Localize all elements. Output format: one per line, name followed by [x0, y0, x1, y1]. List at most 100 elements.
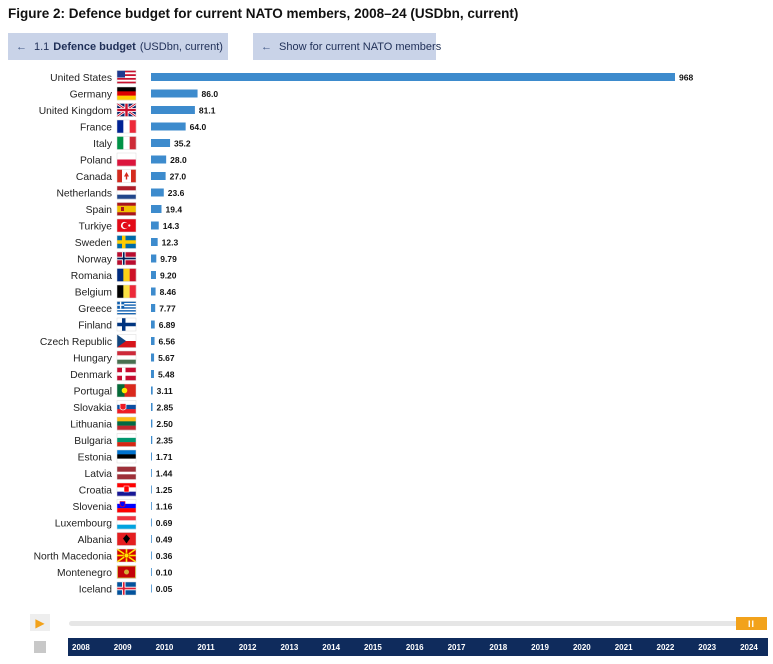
bar[interactable] — [151, 188, 164, 197]
year-2009[interactable]: 2009 — [113, 642, 132, 652]
bar[interactable] — [151, 452, 152, 461]
timeline-slider[interactable] — [69, 621, 767, 626]
value-label: 0.69 — [156, 518, 173, 528]
bg-flag-icon — [116, 433, 137, 447]
se-flag-icon — [116, 235, 137, 249]
year-2013[interactable]: 2013 — [280, 642, 299, 652]
lt-flag-icon — [116, 416, 137, 431]
country-label: United Kingdom — [39, 106, 112, 117]
bar[interactable] — [151, 502, 152, 510]
year-2016[interactable]: 2016 — [405, 642, 424, 652]
year-2023[interactable]: 2023 — [698, 642, 717, 652]
ro-flag-icon — [116, 268, 137, 282]
bar[interactable] — [151, 518, 152, 527]
country-label: Belgium — [75, 288, 112, 299]
bar[interactable] — [151, 469, 152, 477]
gb-flag-icon — [116, 102, 137, 118]
bar[interactable] — [151, 370, 154, 378]
bar[interactable] — [151, 271, 156, 279]
bar[interactable] — [151, 419, 153, 428]
tab-show-nato-members[interactable]: ← Show for current NATO members — [253, 33, 441, 60]
si-flag-icon — [116, 499, 137, 513]
year-2024[interactable]: 2024 — [740, 642, 758, 652]
bar[interactable] — [151, 304, 156, 312]
bar[interactable] — [151, 106, 195, 114]
bar[interactable] — [151, 155, 167, 164]
value-label: 2.85 — [157, 403, 174, 413]
bar[interactable] — [151, 584, 152, 593]
mk-flag-icon — [116, 548, 137, 563]
stop-button[interactable] — [34, 641, 46, 653]
year-2015[interactable]: 2015 — [364, 642, 382, 652]
country-label: Sweden — [75, 238, 112, 249]
value-label: 2.35 — [156, 436, 173, 446]
bar[interactable] — [151, 337, 155, 345]
figure-title: Figure 2: Defence budget for current NAT… — [8, 6, 519, 21]
value-label: 23.6 — [168, 188, 185, 198]
bar[interactable] — [151, 221, 159, 230]
arrow-left-icon: ← — [261, 40, 272, 53]
bar[interactable] — [151, 287, 156, 296]
sk-flag-icon — [116, 400, 137, 414]
bar[interactable] — [151, 254, 157, 263]
is-flag-icon — [116, 581, 137, 596]
pt-flag-icon — [116, 383, 137, 398]
year-selector[interactable]: 2008 2009 2010 2011 2012 2013 2014 2015 2016 2017… — [68, 638, 768, 656]
country-label: Montenegro — [57, 568, 112, 579]
value-label: 5.48 — [158, 370, 175, 380]
bar[interactable] — [151, 205, 162, 213]
play-icon: ▶ — [35, 615, 45, 630]
year-2014[interactable]: 2014 — [322, 642, 341, 652]
bar[interactable] — [151, 320, 155, 329]
country-label: Croatia — [79, 486, 112, 497]
bar[interactable] — [151, 238, 158, 246]
pause-icon: II — [747, 618, 755, 629]
bar[interactable] — [151, 139, 171, 147]
country-label: Poland — [80, 156, 112, 167]
bar[interactable] — [151, 122, 186, 131]
tab-defence-budget[interactable]: ← 1.1 Defence budget (USDbn, current) — [8, 33, 228, 60]
bar[interactable] — [151, 485, 152, 494]
bar[interactable] — [151, 551, 152, 560]
value-label: 35.2 — [174, 139, 191, 149]
bar[interactable] — [151, 353, 155, 362]
country-label: Portugal — [74, 387, 112, 398]
lv-flag-icon — [116, 466, 137, 480]
bar[interactable] — [151, 89, 198, 98]
play-button[interactable]: ▶ — [30, 614, 50, 631]
bar[interactable] — [151, 386, 153, 395]
value-label: 7.77 — [159, 304, 176, 314]
bar[interactable] — [151, 172, 166, 180]
year-2022[interactable]: 2022 — [656, 642, 675, 652]
no-flag-icon — [116, 251, 137, 266]
country-label: Lithuania — [70, 420, 112, 431]
country-label: Bulgaria — [74, 436, 112, 447]
value-label: 12.3 — [162, 238, 179, 248]
year-2008[interactable]: 2008 — [72, 642, 90, 652]
country-label: North Macedonia — [34, 552, 113, 563]
country-label: Netherlands — [56, 189, 112, 200]
year-2011[interactable]: 2011 — [197, 642, 215, 652]
value-label: 1.44 — [156, 469, 173, 479]
value-label: 81.1 — [199, 106, 216, 116]
tab-suffix: (USDbn, current) — [139, 40, 223, 53]
bar[interactable] — [151, 568, 152, 576]
year-2010[interactable]: 2010 — [155, 642, 174, 652]
year-2020[interactable]: 2020 — [572, 642, 591, 652]
country-label: Italy — [93, 139, 113, 150]
ca-flag-icon — [116, 169, 137, 183]
year-2021[interactable]: 2021 — [614, 642, 633, 652]
bar[interactable] — [151, 73, 675, 81]
value-label: 28.0 — [170, 155, 187, 165]
bar-chart: United States 968 Germany 86.0 United Kingdo… — [0, 62, 773, 612]
year-2017[interactable]: 2017 — [447, 642, 466, 652]
bar[interactable] — [151, 403, 153, 411]
year-2019[interactable]: 2019 — [531, 642, 549, 652]
bar[interactable] — [151, 535, 152, 543]
bar[interactable] — [151, 436, 153, 444]
year-2018[interactable]: 2018 — [489, 642, 508, 652]
country-label: Greece — [78, 304, 112, 315]
pause-button[interactable]: II — [736, 617, 767, 630]
year-2012[interactable]: 2012 — [238, 642, 257, 652]
value-label: 9.20 — [160, 271, 177, 281]
